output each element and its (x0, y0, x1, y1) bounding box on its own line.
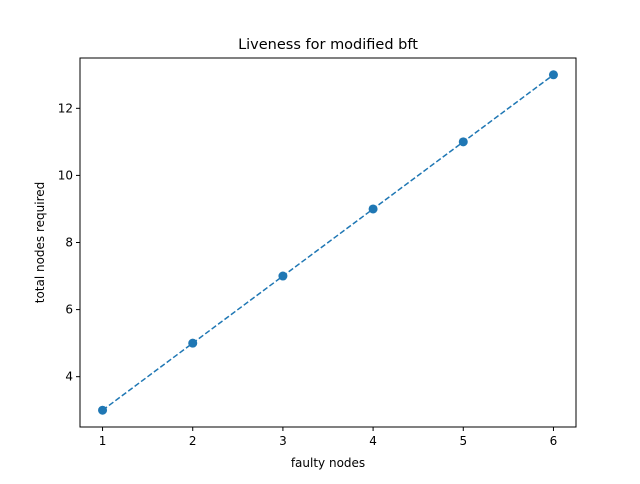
series-line (102, 74, 554, 411)
y-axis: 4 6 8 10 12 (58, 101, 80, 384)
x-tick-label: 2 (189, 434, 197, 448)
chart-title: Liveness for modified bft (238, 37, 418, 53)
y-axis-label: total nodes required (33, 182, 47, 304)
x-axis-label: faulty nodes (291, 456, 365, 470)
data-point (368, 204, 378, 214)
plot-area (98, 70, 558, 415)
x-tick-label: 3 (279, 434, 287, 448)
x-tick-label: 6 (550, 434, 558, 448)
data-point (548, 70, 558, 80)
data-point (98, 405, 108, 415)
x-tick-label: 1 (99, 434, 107, 448)
data-point (188, 338, 198, 348)
y-tick-label: 12 (58, 101, 73, 115)
y-tick-label: 4 (65, 370, 73, 384)
data-point (278, 271, 288, 281)
y-tick-label: 8 (65, 236, 73, 250)
data-point (458, 137, 468, 147)
y-tick-label: 6 (65, 303, 73, 317)
x-tick-label: 5 (459, 434, 467, 448)
x-axis: 1 2 3 4 5 6 (99, 427, 558, 448)
y-tick-label: 10 (58, 168, 73, 182)
x-tick-label: 4 (369, 434, 377, 448)
